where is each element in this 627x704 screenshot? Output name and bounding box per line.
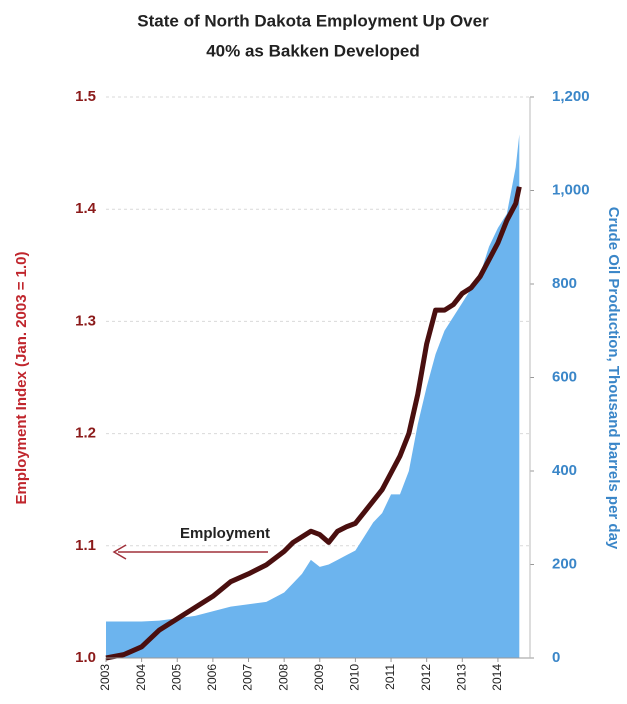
y2-axis-label: Crude Oil Production, Thousand barrels p… [605, 207, 622, 550]
chart-title: 40% as Bakken Developed [206, 41, 420, 60]
x-tick-label: 2011 [383, 664, 397, 690]
y-axis-label: Employment Index (Jan. 2003 = 1.0) [13, 251, 30, 504]
y-tick-label: 1.5 [75, 88, 96, 105]
chart-title: State of North Dakota Employment Up Over [137, 11, 489, 30]
x-tick-label: 2007 [241, 664, 255, 691]
annotation-arrowhead [112, 544, 127, 560]
employment-line [105, 186, 522, 661]
y-tick-label: 1.3 [75, 312, 96, 329]
y2-tick-label: 400 [552, 462, 577, 479]
y-tick-label: 1.2 [75, 425, 96, 442]
annotation: Employment [180, 525, 270, 542]
y-tick-label: 1.0 [75, 649, 96, 666]
x-tick-label: 2005 [169, 664, 183, 691]
y2-tick-label: 1,000 [552, 181, 590, 198]
x-tick-label: 2013 [454, 664, 468, 691]
y2-tick-label: 600 [552, 368, 577, 385]
x-tick-label: 2009 [312, 664, 326, 691]
y-tick-label: 1.1 [75, 537, 96, 554]
y-tick-label: 1.4 [75, 200, 97, 217]
oil-area [106, 134, 520, 658]
x-tick-label: 2010 [348, 664, 362, 691]
y2-tick-label: 200 [552, 555, 577, 572]
y2-tick-label: 1,200 [552, 88, 590, 105]
y2-tick-label: 0 [552, 649, 560, 666]
x-tick-label: 2014 [490, 664, 504, 691]
x-tick-label: 2006 [205, 664, 219, 691]
x-tick-label: 2012 [419, 664, 433, 691]
y2-tick-label: 800 [552, 275, 577, 292]
x-tick-label: 2008 [276, 664, 290, 691]
x-tick-label: 2003 [98, 664, 112, 691]
x-tick-label: 2004 [134, 664, 148, 691]
